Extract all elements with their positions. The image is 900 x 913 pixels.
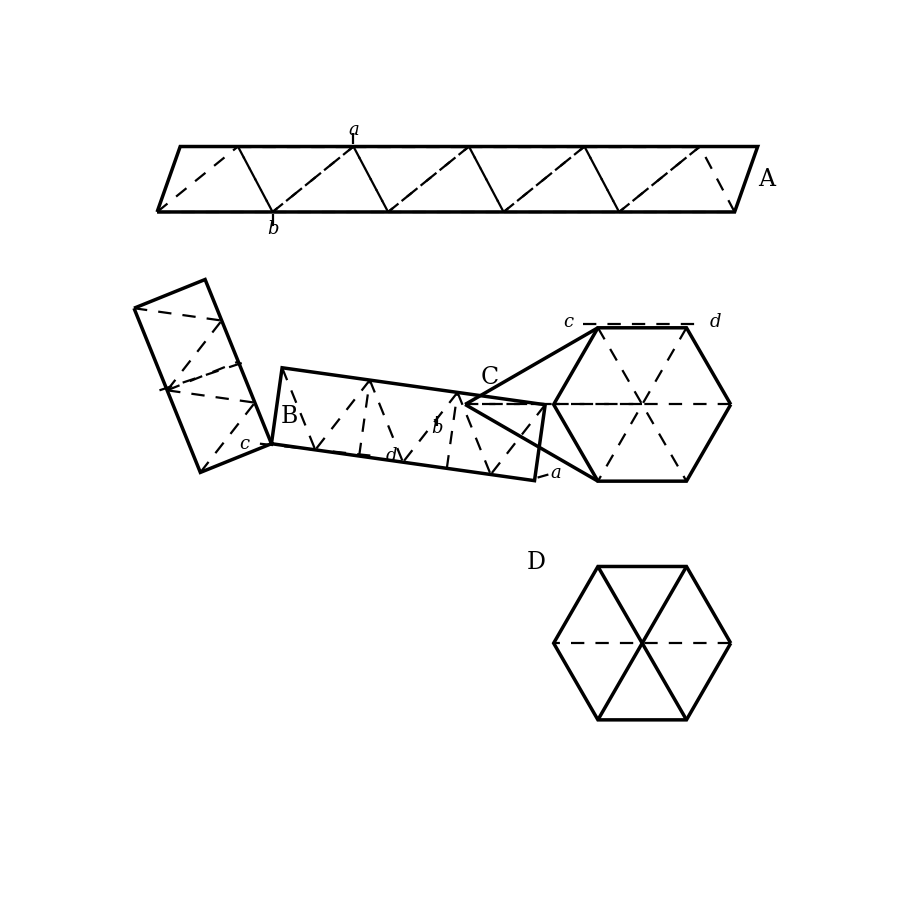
Text: A: A bbox=[758, 168, 775, 191]
Text: D: D bbox=[526, 551, 545, 573]
Text: b: b bbox=[431, 419, 443, 436]
Text: a: a bbox=[551, 464, 562, 482]
Text: b: b bbox=[267, 220, 278, 238]
Text: a: a bbox=[348, 121, 359, 139]
Text: d: d bbox=[386, 447, 397, 465]
Text: C: C bbox=[481, 366, 499, 389]
Text: d: d bbox=[710, 312, 722, 331]
Text: B: B bbox=[280, 404, 298, 427]
Text: c: c bbox=[239, 435, 249, 453]
Text: c: c bbox=[563, 312, 573, 331]
